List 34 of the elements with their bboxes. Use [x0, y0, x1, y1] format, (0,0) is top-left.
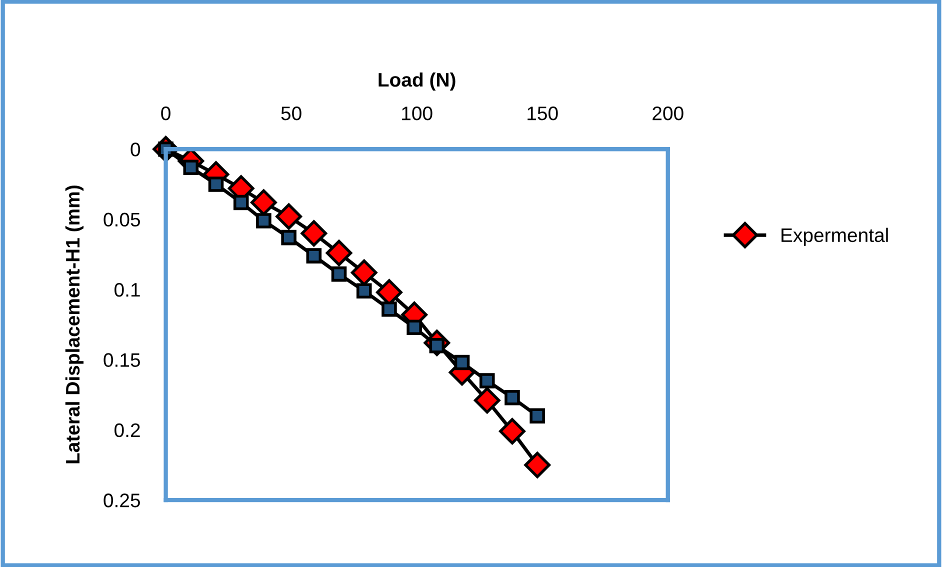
point	[300, 220, 328, 247]
point	[306, 248, 322, 264]
y-tick-label: 0.1	[114, 282, 140, 297]
point	[233, 194, 249, 210]
point	[524, 452, 551, 478]
y-tick-label: 0.2	[114, 423, 140, 438]
x-tick-label: 0	[161, 106, 170, 120]
point	[356, 283, 372, 299]
y-tick-label: 0.25	[104, 494, 140, 508]
point	[281, 230, 296, 246]
point	[454, 354, 470, 370]
point	[276, 203, 302, 230]
point	[331, 266, 347, 282]
x-tick-label: 200	[652, 106, 684, 120]
point	[382, 302, 397, 317]
y-tick-label: 0.05	[104, 212, 140, 227]
legend-label: Expermental	[782, 228, 888, 246]
point	[499, 418, 526, 444]
point	[256, 213, 272, 228]
point	[474, 387, 500, 414]
point	[479, 373, 495, 388]
x-tick-label: 100	[402, 106, 432, 120]
x-tick-label: 150	[528, 106, 558, 120]
point	[208, 176, 224, 192]
point	[530, 408, 545, 424]
point	[406, 320, 422, 336]
x-axis-title: Load (N)	[378, 72, 456, 91]
point	[183, 160, 199, 176]
y-axis-title: Lateral Displacement-H1 (mm)	[65, 186, 84, 464]
x-tick-label: 50	[281, 106, 302, 120]
point	[504, 390, 520, 406]
y-tick-label: 0.15	[104, 353, 140, 367]
point	[326, 240, 352, 266]
y-tick-label: 0	[130, 142, 140, 156]
